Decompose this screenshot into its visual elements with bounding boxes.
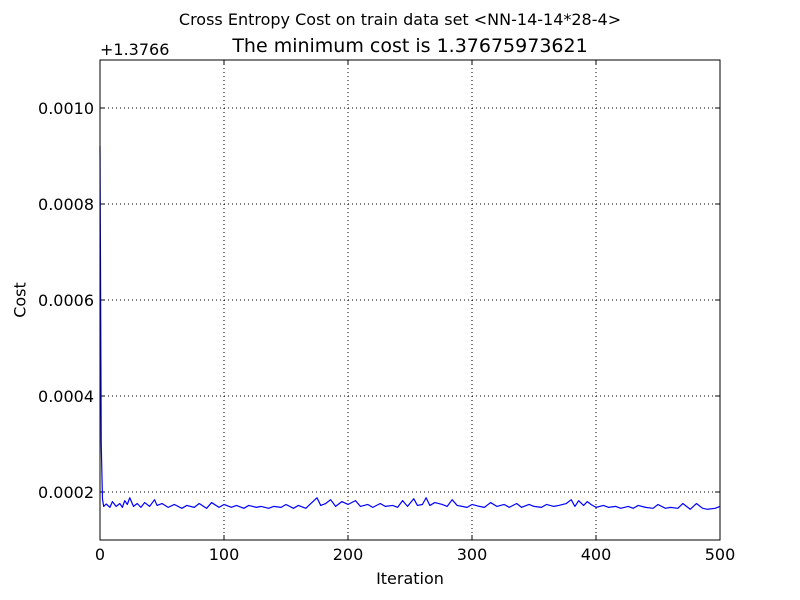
- cost-series-line: [99, 146, 721, 510]
- axes-frame: [99, 59, 721, 541]
- grid-lines: [100, 60, 720, 540]
- chart-title: The minimum cost is 1.37675973621: [232, 35, 588, 57]
- x-tick-label: 300: [457, 545, 488, 564]
- y-tick-label: 0.0002: [38, 483, 94, 502]
- y-tick-label: 0.0006: [38, 291, 94, 310]
- figure-suptitle: Cross Entropy Cost on train data set <NN…: [178, 10, 622, 29]
- y-tick-label: 0.0004: [38, 387, 94, 406]
- y-tick-label: 0.0008: [38, 195, 94, 214]
- x-axis-label: Iteration: [376, 569, 444, 588]
- tick-labels: 0 100 200 300 400 500 0.0002 0.0004 0.0006 0.0008…: [38, 99, 735, 564]
- x-tick-label: 400: [581, 545, 612, 564]
- data-series: [99, 146, 721, 510]
- y-offset-label: +1.3766: [100, 40, 170, 59]
- x-tick-label: 100: [209, 545, 240, 564]
- x-tick-label: 500: [705, 545, 736, 564]
- x-tick-label: 0: [95, 545, 105, 564]
- x-tick-label: 200: [333, 545, 364, 564]
- y-tick-label: 0.0010: [38, 99, 94, 118]
